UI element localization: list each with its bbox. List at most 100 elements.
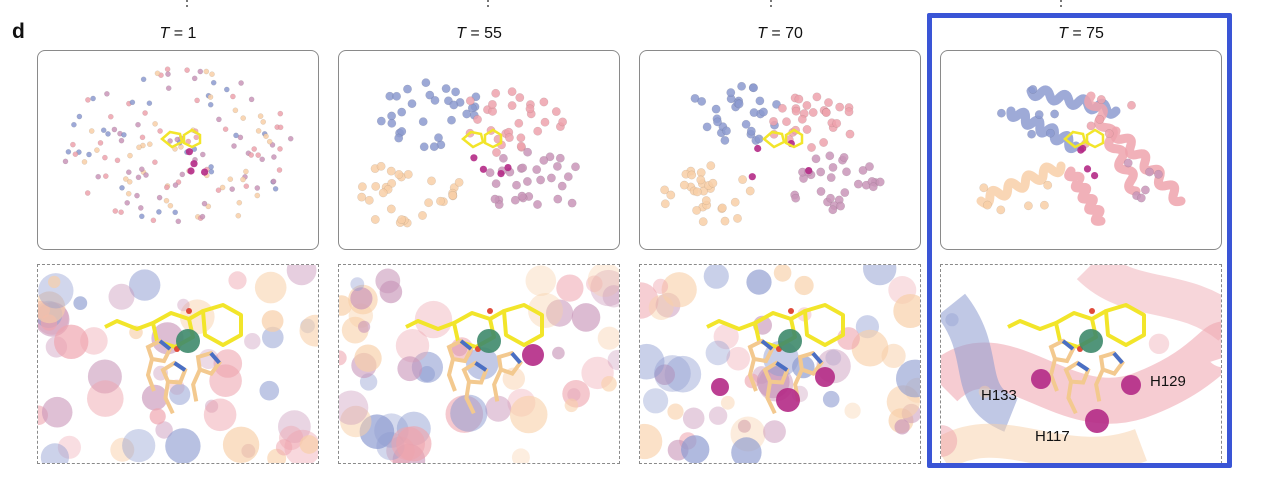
atom: [102, 154, 108, 161]
atom: [73, 296, 88, 310]
panel-t70: T = 70: [639, 22, 921, 464]
atom: [278, 410, 311, 443]
atom: [209, 71, 215, 78]
atom: [386, 204, 396, 214]
atom: [370, 215, 380, 224]
closeup-scene: [38, 265, 318, 463]
atom: [498, 153, 508, 163]
atom: [235, 212, 242, 219]
atom: [129, 269, 161, 301]
histidine-sidechain: [1063, 360, 1091, 415]
atom: [165, 85, 172, 92]
atom: [720, 216, 730, 226]
atom: [210, 79, 217, 86]
atom: [466, 347, 499, 380]
atom: [167, 138, 173, 144]
atom: [979, 183, 989, 193]
atom: [448, 190, 458, 200]
atom: [231, 143, 237, 149]
atom: [518, 163, 528, 173]
atom: [842, 167, 851, 177]
ligand: [1063, 128, 1105, 149]
atom-highlight: [754, 144, 762, 153]
panel-t1: T = 1: [37, 22, 319, 464]
atom: [179, 171, 186, 178]
atom-highlight: [1077, 146, 1085, 154]
atom: [38, 273, 74, 309]
atom: [782, 117, 791, 127]
atom: [248, 152, 255, 158]
divider-dots-3: [770, 0, 772, 10]
atom: [141, 384, 168, 411]
residue-sphere: [522, 344, 544, 366]
helix-ribbon: [1084, 91, 1141, 196]
atom: [1104, 129, 1114, 139]
residue-label-h133: H133: [981, 387, 1017, 404]
atom: [434, 133, 443, 143]
residue-sphere: [1031, 369, 1051, 389]
atom: [146, 141, 153, 148]
atom: [451, 87, 461, 97]
atom: [754, 134, 764, 144]
atom: [135, 174, 142, 181]
atom: [863, 265, 897, 286]
atom: [746, 126, 756, 136]
atom: [839, 152, 849, 162]
atom: [266, 138, 273, 145]
panel-title: T = 55: [456, 25, 502, 42]
atom: [660, 199, 670, 209]
atom: [826, 193, 835, 203]
atom: [72, 151, 79, 158]
atom: [65, 148, 72, 155]
atom: [525, 104, 535, 114]
atom: [57, 435, 81, 459]
atom: [255, 128, 262, 134]
atom: [87, 380, 124, 417]
atom: [163, 197, 170, 204]
atom: [666, 190, 676, 200]
atom: [525, 265, 557, 296]
atom: [86, 151, 92, 158]
atom-highlight: [479, 165, 487, 173]
atom: [350, 277, 365, 291]
atom: [403, 169, 413, 179]
atom: [121, 131, 127, 138]
atom: [76, 113, 83, 120]
atom-highlight: [1091, 172, 1099, 180]
atom: [835, 102, 845, 112]
atom: [177, 298, 190, 312]
closeup-scene: [339, 265, 619, 463]
atom: [397, 107, 407, 117]
structure-overview: [940, 50, 1222, 250]
atom: [251, 146, 258, 152]
atom: [553, 194, 563, 204]
atom: [516, 133, 526, 143]
atom: [339, 350, 347, 366]
atom: [272, 185, 279, 192]
atom: [687, 170, 697, 180]
atom: [157, 128, 163, 134]
atom-highlight: [190, 160, 198, 168]
atom: [602, 285, 619, 308]
atom: [152, 120, 158, 127]
atom: [229, 186, 236, 192]
atom: [540, 117, 550, 127]
atom: [191, 75, 198, 82]
atom: [996, 205, 1006, 215]
atom-highlight: [470, 154, 478, 162]
atom: [552, 346, 565, 360]
atom: [819, 138, 829, 147]
atom: [227, 176, 234, 183]
atom-highlight: [201, 168, 209, 176]
atom: [238, 80, 244, 86]
atom: [726, 346, 750, 371]
atom: [441, 84, 451, 94]
divider-dots-4: [1060, 0, 1062, 10]
residue-sphere: [776, 388, 800, 412]
atom: [875, 177, 885, 187]
atom: [339, 295, 352, 316]
atom: [169, 383, 191, 405]
atom: [571, 162, 580, 172]
residue-sphere: [1085, 409, 1109, 433]
residue-label-h117: H117: [1035, 428, 1070, 445]
